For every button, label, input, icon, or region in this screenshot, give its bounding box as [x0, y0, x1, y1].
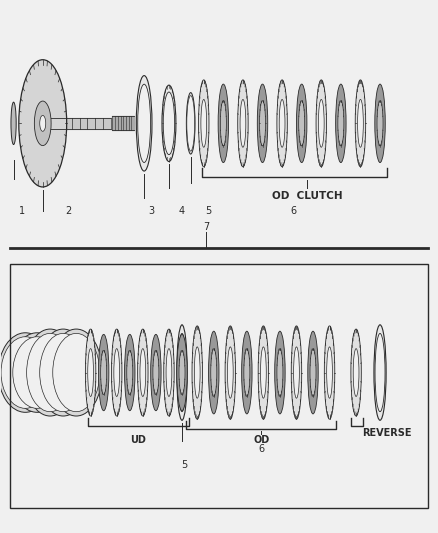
- Ellipse shape: [50, 329, 102, 416]
- Ellipse shape: [40, 334, 87, 411]
- Ellipse shape: [257, 84, 268, 163]
- Ellipse shape: [37, 329, 89, 416]
- Ellipse shape: [242, 331, 252, 414]
- Ellipse shape: [177, 325, 187, 420]
- Text: 5: 5: [205, 206, 211, 215]
- Ellipse shape: [297, 84, 307, 163]
- Ellipse shape: [186, 93, 195, 154]
- Ellipse shape: [351, 329, 361, 416]
- Ellipse shape: [40, 115, 46, 131]
- Ellipse shape: [138, 329, 148, 416]
- Ellipse shape: [88, 349, 93, 397]
- Ellipse shape: [316, 80, 326, 167]
- Ellipse shape: [338, 101, 344, 146]
- Ellipse shape: [353, 349, 359, 397]
- Bar: [10, 264, 428, 508]
- Ellipse shape: [151, 334, 161, 411]
- Ellipse shape: [19, 60, 67, 187]
- Ellipse shape: [140, 349, 146, 397]
- Ellipse shape: [10, 333, 64, 413]
- Ellipse shape: [187, 95, 194, 151]
- Ellipse shape: [136, 76, 152, 171]
- Ellipse shape: [201, 100, 207, 147]
- Ellipse shape: [163, 92, 175, 155]
- Ellipse shape: [11, 102, 16, 144]
- Ellipse shape: [99, 334, 109, 411]
- Text: OD: OD: [253, 435, 269, 445]
- Ellipse shape: [24, 329, 76, 416]
- Ellipse shape: [208, 331, 219, 414]
- Text: 7: 7: [203, 222, 209, 232]
- Ellipse shape: [240, 100, 246, 147]
- Text: 6: 6: [290, 206, 296, 215]
- Ellipse shape: [277, 80, 287, 167]
- Ellipse shape: [258, 326, 268, 419]
- Ellipse shape: [327, 347, 332, 398]
- Ellipse shape: [177, 334, 187, 411]
- Ellipse shape: [198, 80, 209, 167]
- Text: 6: 6: [258, 443, 264, 454]
- Ellipse shape: [374, 325, 386, 420]
- Text: 4: 4: [179, 206, 185, 215]
- Ellipse shape: [279, 100, 285, 147]
- Ellipse shape: [0, 333, 52, 413]
- Ellipse shape: [218, 84, 229, 163]
- Ellipse shape: [27, 334, 74, 411]
- Ellipse shape: [220, 101, 226, 146]
- Text: UD: UD: [131, 435, 146, 445]
- Ellipse shape: [355, 80, 366, 167]
- Ellipse shape: [127, 351, 133, 394]
- Ellipse shape: [34, 101, 51, 146]
- Ellipse shape: [225, 326, 236, 419]
- Ellipse shape: [194, 347, 200, 398]
- Ellipse shape: [299, 101, 305, 146]
- Ellipse shape: [244, 349, 250, 397]
- Ellipse shape: [377, 101, 383, 146]
- Ellipse shape: [238, 80, 248, 167]
- Ellipse shape: [336, 84, 346, 163]
- Ellipse shape: [308, 331, 318, 414]
- Ellipse shape: [53, 334, 100, 411]
- Ellipse shape: [318, 100, 324, 147]
- Text: OD  CLUTCH: OD CLUTCH: [272, 191, 343, 201]
- Ellipse shape: [357, 100, 363, 147]
- Ellipse shape: [138, 84, 151, 163]
- Ellipse shape: [114, 349, 120, 397]
- Ellipse shape: [211, 349, 217, 397]
- Ellipse shape: [375, 84, 385, 163]
- Ellipse shape: [192, 326, 202, 419]
- Ellipse shape: [227, 347, 233, 398]
- Ellipse shape: [1, 337, 49, 408]
- Ellipse shape: [124, 334, 135, 411]
- Ellipse shape: [178, 334, 186, 411]
- Ellipse shape: [153, 351, 159, 394]
- Ellipse shape: [260, 101, 265, 146]
- Text: REVERSE: REVERSE: [363, 428, 412, 438]
- Ellipse shape: [261, 347, 266, 398]
- Text: 3: 3: [148, 206, 155, 215]
- Ellipse shape: [101, 351, 107, 394]
- Text: 1: 1: [19, 206, 25, 215]
- Ellipse shape: [112, 329, 122, 416]
- Ellipse shape: [162, 85, 176, 161]
- Text: 5: 5: [181, 460, 187, 470]
- Ellipse shape: [324, 326, 335, 419]
- Ellipse shape: [293, 347, 299, 398]
- Ellipse shape: [275, 331, 285, 414]
- Ellipse shape: [375, 334, 385, 411]
- Ellipse shape: [13, 337, 61, 408]
- Ellipse shape: [291, 326, 302, 419]
- Ellipse shape: [166, 349, 172, 397]
- Ellipse shape: [85, 329, 96, 416]
- Ellipse shape: [164, 329, 174, 416]
- Ellipse shape: [310, 349, 316, 397]
- Ellipse shape: [179, 351, 185, 394]
- Text: 2: 2: [66, 206, 72, 215]
- Ellipse shape: [277, 349, 283, 397]
